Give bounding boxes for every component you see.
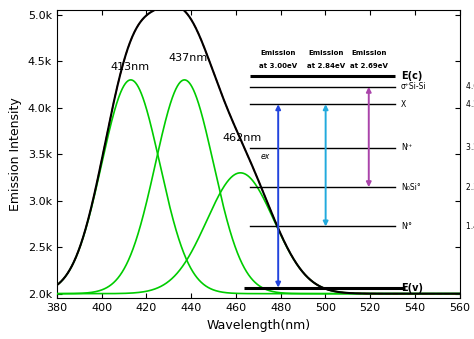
Text: 4.2 eV: 4.2 eV [466,100,474,109]
Text: Nᴵ⁺: Nᴵ⁺ [401,143,412,153]
Text: Emission: Emission [351,50,386,56]
Text: at 2.69eV: at 2.69eV [350,63,388,69]
Y-axis label: Emission Intensity: Emission Intensity [9,97,22,211]
Text: 462nm: 462nm [222,133,262,143]
Text: 1.4 eV: 1.4 eV [466,222,474,231]
X-axis label: Wavelength(nm): Wavelength(nm) [206,319,310,332]
Text: 437nm: 437nm [169,53,208,63]
Text: Nᴵ°: Nᴵ° [401,222,412,231]
Text: ex: ex [261,152,270,161]
Text: E(v): E(v) [401,283,423,293]
Text: N₀Si°: N₀Si° [401,183,421,192]
Text: at 3.00eV: at 3.00eV [259,63,297,69]
Text: X: X [401,100,406,109]
Text: 4.6 eV: 4.6 eV [466,82,474,91]
Text: E(c): E(c) [401,71,422,81]
Text: Emission: Emission [308,50,343,56]
Text: at 2.84eV: at 2.84eV [307,63,345,69]
Text: 413nm: 413nm [110,62,150,73]
Text: σ⁺Si-Si: σ⁺Si-Si [401,82,427,91]
Text: Emission: Emission [261,50,296,56]
Text: 3.2 eV: 3.2 eV [466,143,474,153]
Text: 2.3 eV: 2.3 eV [466,183,474,192]
